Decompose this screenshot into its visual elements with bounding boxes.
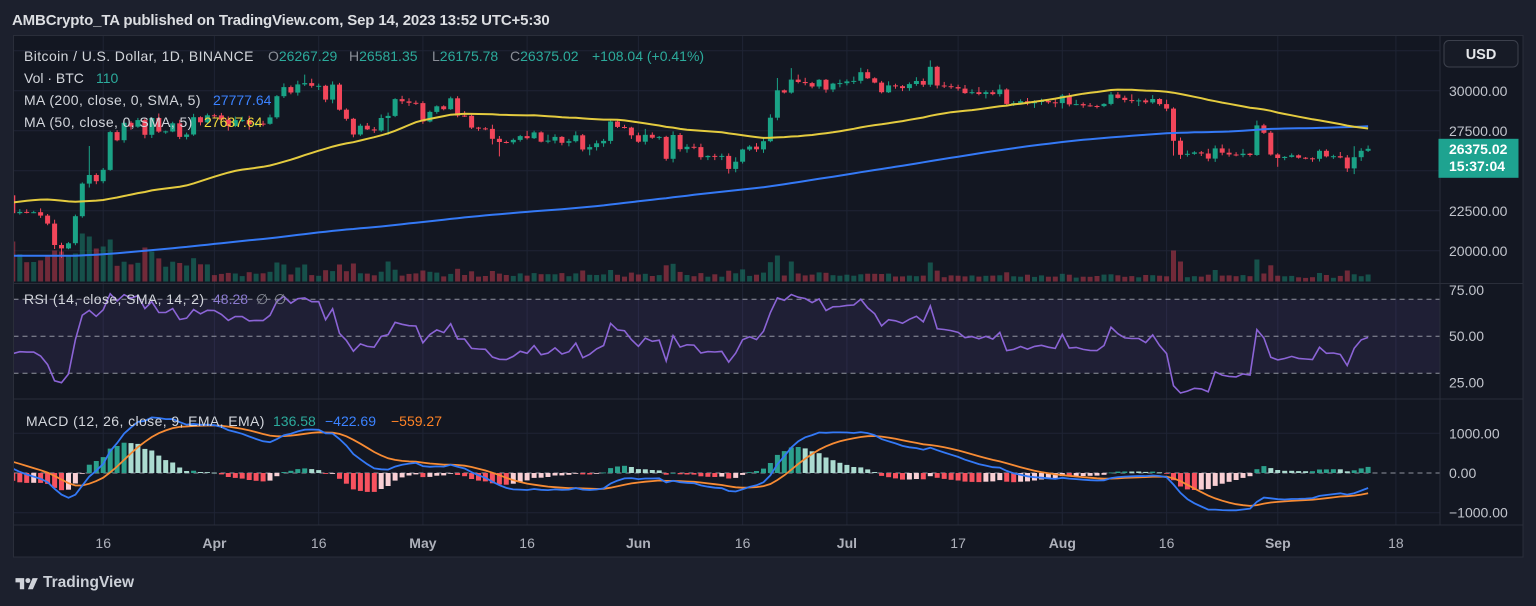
svg-text:30000.00: 30000.00 xyxy=(1449,83,1508,99)
svg-text:MA (200, close, 0, SMA, 5): MA (200, close, 0, SMA, 5) xyxy=(24,92,201,108)
svg-text:C26375.02: C26375.02 xyxy=(510,48,579,64)
svg-text:18: 18 xyxy=(1388,535,1404,551)
svg-text:0.00: 0.00 xyxy=(1449,465,1476,481)
svg-text:H26581.35: H26581.35 xyxy=(349,48,418,64)
svg-text:−422.69: −422.69 xyxy=(325,413,376,429)
svg-text:Jul: Jul xyxy=(837,535,857,551)
svg-text:50.00: 50.00 xyxy=(1449,328,1484,344)
svg-text:May: May xyxy=(409,535,436,551)
svg-text:Jun: Jun xyxy=(626,535,651,551)
svg-text:16: 16 xyxy=(1159,535,1175,551)
svg-text:Vol · BTC: Vol · BTC xyxy=(24,70,84,86)
svg-text:27777.64: 27777.64 xyxy=(213,92,272,108)
svg-text:∅: ∅ xyxy=(256,291,268,307)
svg-text:17: 17 xyxy=(950,535,966,551)
svg-text:16: 16 xyxy=(95,535,111,551)
svg-text:25.00: 25.00 xyxy=(1449,375,1484,391)
svg-text:15:37:04: 15:37:04 xyxy=(1449,158,1505,174)
svg-text:27500.00: 27500.00 xyxy=(1449,123,1508,139)
svg-text:16: 16 xyxy=(735,535,751,551)
svg-text:26375.02: 26375.02 xyxy=(1449,141,1508,157)
svg-text:O26267.29: O26267.29 xyxy=(268,48,337,64)
svg-text:TradingView: TradingView xyxy=(43,574,135,591)
svg-text:+108.04 (+0.41%): +108.04 (+0.41%) xyxy=(592,48,704,64)
svg-text:110: 110 xyxy=(96,70,119,86)
svg-text:MA (50, close, 0, SMA, 5): MA (50, close, 0, SMA, 5) xyxy=(24,114,193,130)
svg-text:136.58: 136.58 xyxy=(273,413,316,429)
svg-text:Bitcoin / U.S. Dollar, 1D, BIN: Bitcoin / U.S. Dollar, 1D, BINANCE xyxy=(24,48,254,64)
svg-text:L26175.78: L26175.78 xyxy=(432,48,498,64)
svg-text:16: 16 xyxy=(311,535,327,551)
svg-text:Apr: Apr xyxy=(202,535,227,551)
svg-text:USD: USD xyxy=(1466,47,1497,63)
svg-text:16: 16 xyxy=(519,535,535,551)
svg-text:20000.00: 20000.00 xyxy=(1449,243,1508,259)
svg-text:−1000.00: −1000.00 xyxy=(1449,505,1508,521)
svg-text:MACD (12, 26, close, 9, EMA, E: MACD (12, 26, close, 9, EMA, EMA) xyxy=(26,413,265,429)
svg-text:1000.00: 1000.00 xyxy=(1449,425,1500,441)
svg-text:75.00: 75.00 xyxy=(1449,282,1484,298)
svg-text:22500.00: 22500.00 xyxy=(1449,203,1508,219)
svg-text:Aug: Aug xyxy=(1049,535,1076,551)
svg-text:AMBCrypto_TA published on Trad: AMBCrypto_TA published on TradingView.co… xyxy=(12,12,550,29)
svg-text:27637.64: 27637.64 xyxy=(204,114,263,130)
svg-text:−559.27: −559.27 xyxy=(391,413,442,429)
svg-text:Sep: Sep xyxy=(1265,535,1291,551)
svg-text:∅: ∅ xyxy=(274,291,286,307)
svg-text:RSI (14, close, SMA, 14, 2): RSI (14, close, SMA, 14, 2) xyxy=(24,291,204,307)
svg-text:48.28: 48.28 xyxy=(213,291,248,307)
